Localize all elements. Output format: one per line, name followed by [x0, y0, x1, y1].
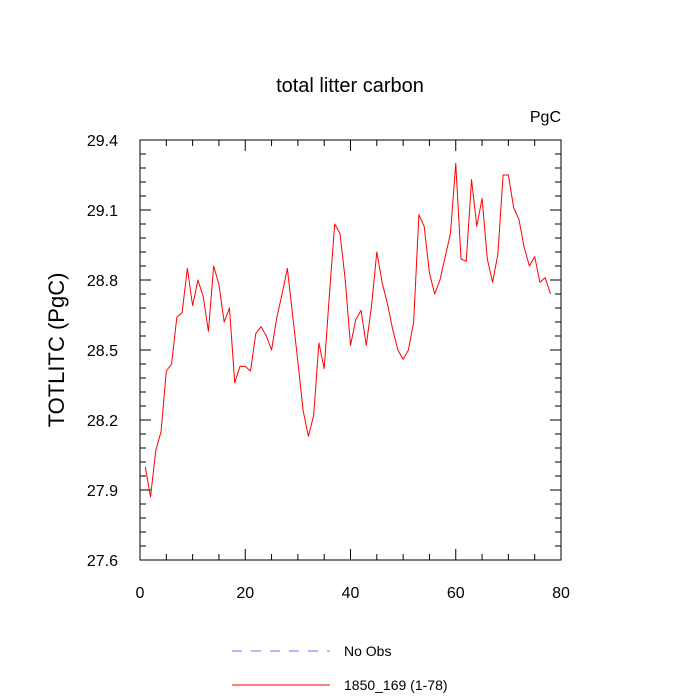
legend-label-1850-169: 1850_169 (1-78) [344, 677, 448, 693]
legend: No Obs 1850_169 (1-78) [232, 643, 448, 693]
y-tick-label: 27.9 [87, 483, 118, 500]
x-tick-label: 80 [552, 585, 570, 602]
y-tick-label: 27.6 [87, 553, 118, 570]
y-tick-label: 29.1 [87, 203, 118, 220]
legend-label-no-obs: No Obs [344, 643, 391, 659]
tick-labels: 0 20 40 60 80 27.6 27.9 28.2 28.5 28.8 29.1 29.4 [87, 133, 570, 602]
y-axis-label: TOTLITC (PgC) [44, 273, 69, 428]
x-tick-label: 60 [447, 585, 465, 602]
plot-frame [139, 139, 562, 561]
y-tick-label: 29.4 [87, 133, 118, 150]
y-tick-label: 28.8 [87, 273, 118, 290]
chart-title: total litter carbon [276, 75, 424, 97]
x-tick-label: 0 [136, 585, 145, 602]
units-label: PgC [530, 109, 561, 126]
series-line [144, 162, 551, 498]
x-tick-label: 40 [342, 585, 360, 602]
x-tick-label: 20 [236, 585, 254, 602]
y-tick-label: 28.5 [87, 343, 118, 360]
y-tick-label: 28.2 [87, 413, 118, 430]
plot-lines [144, 162, 551, 498]
axis-ticks [139, 139, 562, 561]
